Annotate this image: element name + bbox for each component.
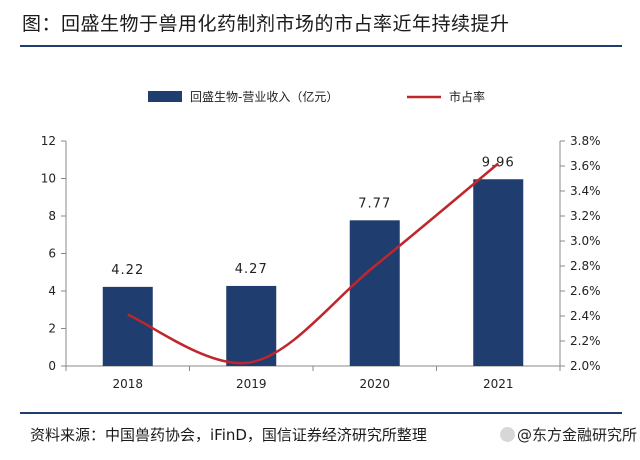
- y-left-tick-label: 4: [48, 284, 56, 298]
- bar-data-label: 4.22: [111, 263, 144, 278]
- y-right-tick-label: 2.8%: [570, 259, 601, 273]
- y-right-tick-label: 3.4%: [570, 184, 601, 198]
- y-left-tick-label: 10: [41, 172, 56, 186]
- watermark-logo-icon: [500, 427, 515, 442]
- y-right-tick-label: 3.8%: [570, 134, 601, 148]
- y-right-tick-label: 3.0%: [570, 234, 601, 248]
- x-tick-label: 2021: [483, 377, 514, 391]
- x-tick-label: 2019: [236, 377, 267, 391]
- bar: [473, 179, 524, 366]
- title-bar: 图：回盛生物于兽用化药制剂市场的市占率近年持续提升: [0, 0, 640, 44]
- y-right-tick-label: 2.0%: [570, 359, 601, 373]
- bar-data-label: 9.96: [482, 155, 515, 170]
- y-left-tick-label: 0: [48, 359, 56, 373]
- y-left-tick-label: 8: [48, 209, 56, 223]
- y-left-tick-label: 12: [41, 134, 56, 148]
- y-right-tick-label: 2.6%: [570, 284, 601, 298]
- bar: [102, 286, 153, 366]
- bar-data-label: 4.27: [235, 262, 268, 277]
- bar: [349, 220, 400, 366]
- x-tick-label: 2018: [112, 377, 143, 391]
- y-left-tick-label: 6: [48, 247, 56, 261]
- footer-rule: [20, 412, 622, 414]
- legend-bar-label: 回盛生物-营业收入（亿元）: [190, 89, 338, 104]
- y-right-tick-label: 3.2%: [570, 209, 601, 223]
- x-tick-label: 2020: [359, 377, 390, 391]
- y-right-tick-label: 3.6%: [570, 159, 601, 173]
- source-note: 资料来源：中国兽药协会，iFinD，国信证券经济研究所整理: [30, 426, 427, 444]
- legend-bar-swatch: [148, 91, 182, 102]
- y-left-tick-label: 2: [48, 322, 56, 336]
- watermark: @东方金融研究所: [500, 424, 637, 445]
- bar-data-label: 7.77: [358, 196, 391, 211]
- page-title: 图：回盛生物于兽用化药制剂市场的市占率近年持续提升: [22, 13, 510, 35]
- y-right-tick-label: 2.4%: [570, 309, 601, 323]
- y-right-tick-label: 2.2%: [570, 334, 601, 348]
- bar: [226, 285, 277, 366]
- legend-line-label: 市占率: [449, 89, 485, 104]
- title-rule: [20, 45, 622, 47]
- market-share-line: [127, 162, 500, 365]
- watermark-text: @东方金融研究所: [517, 426, 638, 444]
